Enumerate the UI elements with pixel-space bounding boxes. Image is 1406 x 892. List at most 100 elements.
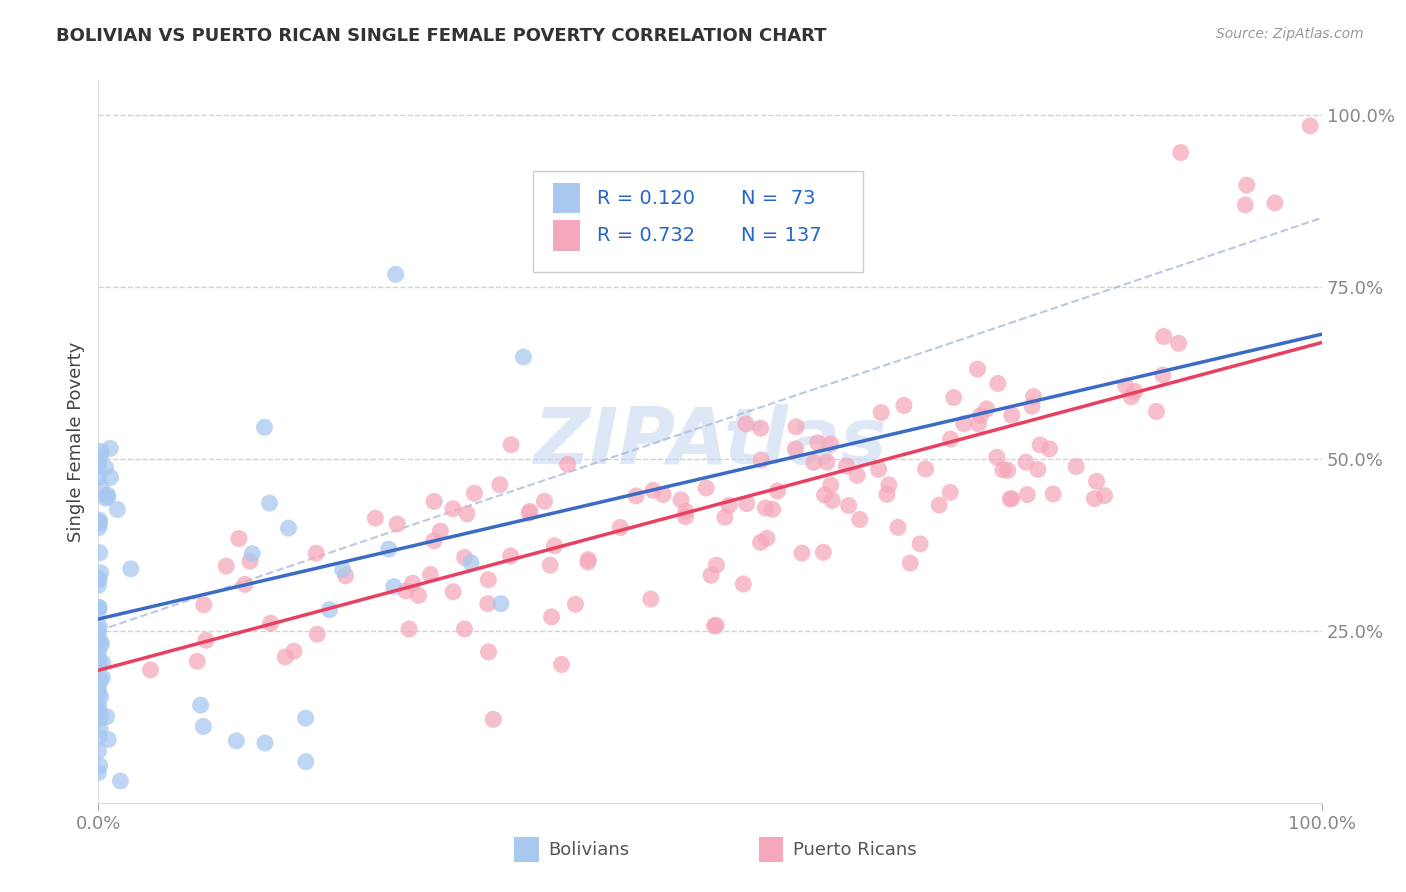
Point: [89, 453, 111, 467]
Point: [89, 516, 111, 531]
FancyBboxPatch shape: [533, 170, 863, 272]
Point: [939, 485, 962, 500]
Point: [695, 481, 717, 495]
Point: [89, 673, 111, 687]
Point: [887, 520, 910, 534]
Point: [785, 442, 807, 456]
Point: [87, 600, 110, 615]
Point: [835, 458, 858, 473]
Point: [97, 732, 120, 747]
Point: [87, 713, 110, 727]
Point: [90, 449, 112, 463]
Point: [87, 515, 110, 529]
Point: [749, 535, 772, 549]
Point: [609, 520, 631, 534]
Point: [1064, 459, 1087, 474]
Text: Source: ZipAtlas.com: Source: ZipAtlas.com: [1216, 27, 1364, 41]
Point: [228, 532, 250, 546]
Point: [1038, 442, 1060, 456]
Point: [1015, 455, 1038, 469]
Point: [190, 698, 212, 713]
Point: [997, 463, 1019, 477]
Point: [96, 488, 118, 502]
Point: [460, 556, 482, 570]
Text: N = 137: N = 137: [741, 226, 821, 245]
Point: [718, 498, 741, 512]
Point: [193, 598, 215, 612]
Point: [87, 681, 110, 695]
Point: [820, 478, 842, 492]
Point: [364, 511, 387, 525]
Point: [294, 755, 316, 769]
Point: [89, 758, 111, 772]
Point: [877, 478, 900, 492]
Point: [803, 455, 825, 469]
Point: [239, 554, 262, 568]
Point: [704, 618, 727, 632]
Text: Bolivians: Bolivians: [548, 841, 630, 859]
Point: [942, 391, 965, 405]
Point: [423, 533, 446, 548]
Point: [754, 500, 776, 515]
Point: [384, 268, 406, 282]
Point: [97, 490, 120, 504]
Point: [89, 656, 111, 670]
Point: [1234, 198, 1257, 212]
Point: [215, 559, 238, 574]
Point: [1115, 379, 1137, 393]
Point: [90, 690, 112, 704]
Point: [1153, 329, 1175, 343]
Point: [489, 597, 512, 611]
Point: [98, 442, 121, 456]
Point: [253, 420, 276, 434]
Point: [274, 650, 297, 665]
Point: [139, 663, 162, 677]
Point: [401, 576, 423, 591]
Point: [652, 487, 675, 501]
Point: [89, 546, 111, 560]
Point: [1022, 390, 1045, 404]
Point: [749, 453, 772, 467]
Point: [908, 537, 931, 551]
Point: [419, 567, 441, 582]
Point: [87, 578, 110, 592]
Point: [87, 730, 110, 744]
Point: [87, 632, 110, 647]
Point: [477, 597, 499, 611]
Point: [408, 589, 430, 603]
Point: [89, 722, 111, 736]
Point: [1123, 384, 1146, 399]
Point: [488, 477, 510, 491]
Point: [815, 455, 838, 469]
Point: [641, 483, 664, 498]
Point: [1042, 487, 1064, 501]
Point: [986, 450, 1008, 465]
Point: [1001, 408, 1024, 422]
Point: [669, 492, 692, 507]
Point: [1083, 491, 1105, 506]
Point: [624, 489, 647, 503]
Point: [813, 545, 835, 559]
Point: [89, 513, 111, 527]
Point: [991, 463, 1014, 477]
Point: [735, 417, 758, 431]
Point: [89, 600, 111, 615]
Point: [1021, 399, 1043, 413]
Point: [967, 417, 990, 431]
Point: [87, 458, 110, 473]
Point: [307, 627, 329, 641]
Point: [928, 498, 950, 512]
Point: [1152, 368, 1174, 382]
Point: [318, 603, 340, 617]
Point: [766, 484, 789, 499]
Point: [952, 417, 974, 431]
Point: [1085, 475, 1108, 489]
Point: [87, 603, 110, 617]
Point: [90, 636, 112, 650]
Point: [91, 671, 114, 685]
Point: [1264, 196, 1286, 211]
Point: [87, 698, 110, 712]
Point: [453, 622, 475, 636]
Point: [94, 491, 117, 506]
Point: [550, 657, 572, 672]
